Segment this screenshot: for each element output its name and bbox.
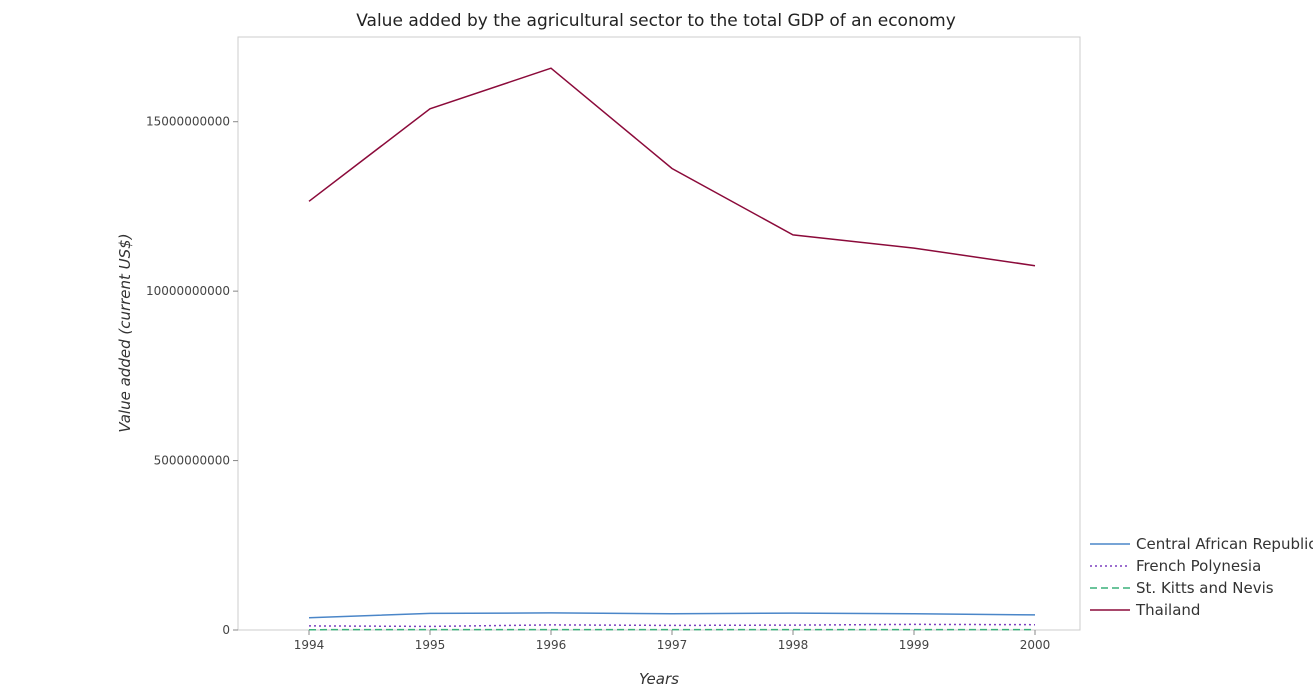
- x-axis-label: Years: [639, 670, 679, 688]
- series-line-thailand: [308, 67, 1036, 267]
- y-axis-label: Value added (current US$): [116, 233, 134, 432]
- x-tick-label: 1998: [778, 638, 809, 652]
- legend-label: French Polynesia: [1136, 557, 1261, 575]
- y-tick-label: 15000000000: [146, 115, 230, 129]
- legend-label: Thailand: [1135, 601, 1200, 619]
- x-tick-label: 1994: [294, 638, 325, 652]
- plot-frame: [237, 36, 1081, 631]
- legend: Central African Republic French Polynesia…: [1090, 535, 1313, 619]
- x-tick-label: 2000: [1020, 638, 1051, 652]
- series-layer: [308, 67, 1036, 631]
- x-tick-label: 1995: [415, 638, 446, 652]
- legend-label: St. Kitts and Nevis: [1136, 579, 1274, 597]
- series-line-central-african-republic: [308, 612, 1036, 619]
- x-tick-label: 1997: [657, 638, 688, 652]
- x-axis: 1994 1995 1996 1997 1998 1999 2000: [294, 630, 1051, 652]
- series-line-french-polynesia: [308, 623, 1036, 628]
- x-tick-label: 1996: [536, 638, 567, 652]
- y-tick-label: 0: [222, 623, 230, 637]
- chart-title: Value added by the agricultural sector t…: [356, 11, 956, 31]
- legend-label: Central African Republic: [1136, 535, 1313, 553]
- x-tick-label: 1999: [899, 638, 930, 652]
- y-axis: 0 5000000000 10000000000 15000000000: [146, 115, 238, 637]
- y-tick-label: 5000000000: [154, 454, 230, 468]
- y-tick-label: 10000000000: [146, 284, 230, 298]
